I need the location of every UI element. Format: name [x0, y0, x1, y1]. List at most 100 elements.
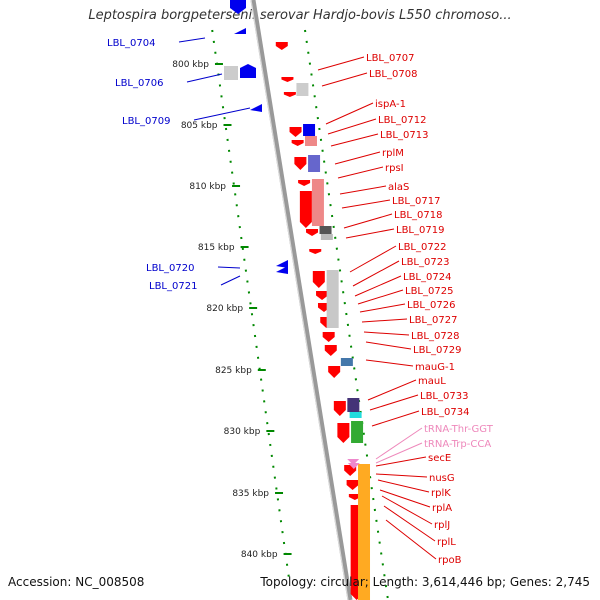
reverse-gene-arrow [250, 104, 262, 112]
forward-gene-arrow [289, 127, 302, 137]
forward-gene-label: rplM [382, 148, 404, 159]
forward-label-leader [354, 275, 402, 297]
forward-gene-arrow [275, 42, 288, 50]
forward-gene-label: tRNA-Trp-CCA [424, 439, 491, 450]
scale-dotted-line [211, 29, 291, 581]
forward-label-leader [377, 479, 430, 493]
gene-feature-block [349, 412, 362, 418]
forward-gene-label: rplK [431, 488, 451, 499]
forward-label-leader [341, 199, 391, 209]
gene-feature-block [304, 136, 317, 146]
forward-label-leader [361, 318, 408, 323]
scale-tick-label: 840 kbp [241, 550, 278, 560]
forward-label-leader [365, 341, 412, 350]
forward-gene-label: LBL_0725 [405, 286, 453, 297]
forward-label-leader [339, 185, 387, 195]
forward-gene-arrow [283, 92, 296, 97]
forward-gene-arrow [299, 191, 312, 228]
forward-gene-label: rplJ [434, 520, 450, 531]
genome-backbone [250, 0, 353, 600]
forward-gene-label: LBL_0728 [411, 331, 459, 342]
forward-gene-label: LBL_0726 [407, 300, 455, 311]
forward-gene-label: mauG-1 [415, 362, 455, 373]
forward-label-leader [385, 519, 437, 560]
forward-label-leader [352, 260, 400, 287]
reverse-label-leader [193, 107, 251, 121]
forward-label-leader [345, 228, 395, 239]
scale-dotted-line-outer [304, 29, 389, 600]
forward-gene-arrow [309, 249, 322, 254]
gene-feature-block [351, 421, 364, 443]
scale-tick-label: 830 kbp [224, 427, 261, 437]
forward-label-leader [317, 56, 365, 71]
forward-gene-label: tRNA-Thr-GGT [424, 424, 494, 435]
forward-gene-label: LBL_0733 [420, 391, 468, 402]
forward-gene-label: LBL_0717 [392, 196, 440, 207]
forward-gene-arrow [281, 77, 294, 82]
forward-label-leader [375, 442, 423, 464]
forward-gene-arrow [306, 229, 319, 236]
gene-feature-block [326, 270, 339, 328]
forward-label-leader [359, 303, 406, 313]
forward-label-leader [367, 379, 417, 401]
forward-gene-label: LBL_0707 [366, 53, 414, 64]
reverse-gene-arrow [276, 266, 288, 274]
forward-label-leader [379, 489, 431, 508]
forward-gene-arrow [337, 423, 350, 443]
forward-gene-label: alaS [388, 182, 409, 193]
forward-label-leader [363, 331, 410, 336]
gene-feature-block [296, 83, 309, 96]
forward-label-leader [375, 456, 427, 467]
reverse-gene-arrow [234, 28, 246, 34]
gene-feature-block [320, 234, 333, 240]
forward-gene-arrow [316, 291, 329, 300]
forward-gene-arrow [291, 140, 304, 146]
scale-tick-label: 820 kbp [206, 304, 243, 314]
reverse-gene-arrow [230, 0, 246, 14]
forward-gene-label: ispA-1 [375, 99, 406, 110]
map-title: Leptospira borgpetersenii serovar Hardjo… [88, 8, 512, 23]
gene-feature-block [303, 124, 316, 136]
reverse-label-leader [178, 37, 206, 43]
gene-feature-block [308, 155, 321, 172]
forward-gene-arrow [294, 157, 307, 170]
forward-gene-arrow [322, 332, 335, 342]
forward-gene-label: rplL [437, 537, 456, 548]
reverse-gene-label: LBL_0720 [146, 263, 194, 274]
forward-label-leader [357, 289, 404, 305]
gene-feature-block [358, 464, 371, 600]
forward-label-leader [369, 394, 419, 411]
gene-feature-block [319, 226, 332, 234]
forward-gene-label: LBL_0712 [378, 115, 426, 126]
reverse-label-leader [186, 73, 223, 83]
forward-label-leader [349, 245, 397, 273]
reverse-label-leader [217, 266, 241, 269]
forward-gene-label: nusG [429, 473, 455, 484]
forward-gene-label: LBL_0718 [394, 210, 442, 221]
scale-tick-label: 835 kbp [232, 489, 269, 499]
forward-label-leader [330, 133, 379, 147]
gene-feature-block [347, 398, 360, 412]
reverse-gene-label: LBL_0706 [115, 78, 163, 89]
forward-label-leader [334, 151, 381, 165]
forward-gene-label: LBL_0723 [401, 257, 449, 268]
forward-label-leader [381, 495, 433, 525]
gene-feature-block [340, 358, 353, 366]
reverse-gene-arrow [276, 260, 288, 268]
forward-label-leader [325, 102, 374, 125]
forward-label-leader [343, 213, 393, 229]
gene-feature-block [311, 179, 324, 226]
forward-gene-arrow [346, 480, 359, 490]
forward-gene-label: rpoB [438, 555, 462, 566]
genome-summary: Topology: circular; Length: 3,614,446 bp… [260, 575, 590, 589]
forward-label-leader [365, 359, 414, 367]
forward-gene-label: LBL_0729 [413, 345, 461, 356]
scale-tick-label: 800 kbp [172, 60, 209, 70]
scale-tick-label: 810 kbp [189, 182, 226, 192]
reverse-gene-block [224, 66, 238, 80]
forward-gene-label: LBL_0713 [380, 130, 428, 141]
reverse-label-leader [220, 275, 241, 286]
forward-gene-label: rplA [432, 503, 452, 514]
forward-gene-arrow [324, 345, 337, 356]
